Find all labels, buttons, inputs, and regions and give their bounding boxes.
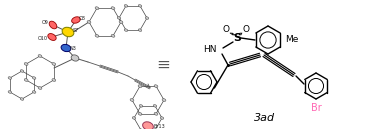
Ellipse shape (124, 5, 128, 7)
Ellipse shape (38, 87, 42, 89)
Ellipse shape (132, 117, 136, 119)
Ellipse shape (33, 77, 36, 79)
Text: O8: O8 (79, 15, 86, 21)
Text: O9: O9 (42, 21, 49, 26)
Ellipse shape (111, 34, 115, 37)
Text: Br13: Br13 (153, 123, 165, 128)
Ellipse shape (138, 29, 142, 31)
Text: O: O (223, 25, 229, 34)
Ellipse shape (8, 77, 12, 79)
Ellipse shape (20, 98, 24, 100)
Ellipse shape (52, 79, 56, 81)
Ellipse shape (160, 117, 164, 119)
Ellipse shape (8, 91, 12, 93)
Ellipse shape (130, 99, 134, 101)
Ellipse shape (95, 7, 99, 10)
Ellipse shape (95, 34, 99, 37)
Ellipse shape (52, 63, 56, 65)
Ellipse shape (20, 70, 24, 72)
Ellipse shape (62, 27, 74, 37)
Text: S7: S7 (73, 27, 79, 33)
Ellipse shape (119, 21, 123, 23)
Ellipse shape (72, 17, 81, 23)
Text: 3ad: 3ad (254, 113, 276, 123)
Ellipse shape (48, 34, 56, 40)
Text: ≡: ≡ (156, 57, 170, 74)
Text: Br: Br (311, 103, 321, 113)
Text: O: O (243, 25, 249, 34)
Ellipse shape (24, 63, 28, 65)
Ellipse shape (143, 122, 153, 129)
Ellipse shape (138, 85, 142, 87)
Ellipse shape (61, 44, 71, 52)
Ellipse shape (154, 112, 158, 115)
Text: O10: O10 (38, 35, 48, 41)
Ellipse shape (49, 21, 57, 29)
Text: N3: N3 (70, 46, 77, 51)
Text: HN: HN (203, 45, 217, 54)
Ellipse shape (124, 29, 128, 31)
Ellipse shape (117, 17, 121, 19)
Ellipse shape (71, 55, 79, 61)
Ellipse shape (145, 17, 149, 19)
Ellipse shape (138, 5, 142, 7)
Ellipse shape (33, 91, 36, 93)
Ellipse shape (154, 85, 158, 87)
Text: S: S (233, 33, 241, 43)
Ellipse shape (139, 105, 143, 107)
Ellipse shape (138, 112, 142, 115)
Ellipse shape (24, 79, 28, 81)
Ellipse shape (153, 105, 157, 107)
Text: Me: Me (285, 35, 298, 45)
Ellipse shape (111, 7, 115, 10)
Ellipse shape (38, 55, 42, 57)
Ellipse shape (87, 21, 91, 23)
Ellipse shape (162, 99, 166, 101)
